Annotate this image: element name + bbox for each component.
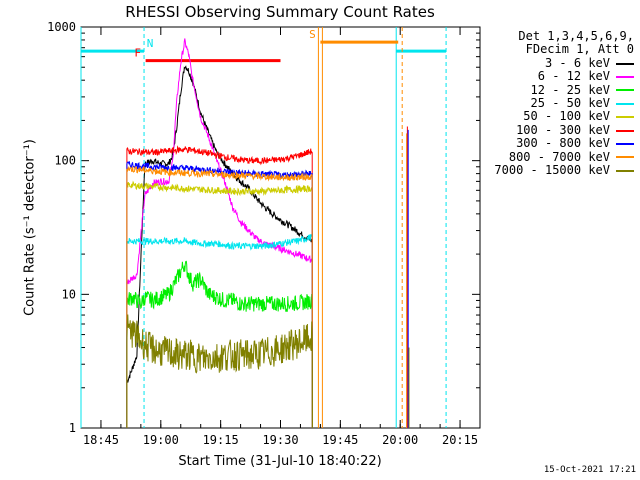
legend-swatch (616, 62, 634, 65)
legend-header-line: FDecim 1, Att 0 (525, 42, 634, 57)
legend-label: 50 - 100 keV (523, 109, 610, 124)
legend-swatch (616, 129, 634, 132)
x-tick-label: 19:15 (203, 433, 239, 447)
legend-item: 100 - 300 keV (494, 122, 634, 137)
legend-label: 300 - 800 keV (516, 136, 610, 151)
legend-swatch (616, 156, 634, 159)
x-axis-label: Start Time (31-Jul-10 18:40:22) (178, 454, 382, 469)
legend-item: 12 - 25 keV (494, 82, 634, 97)
y-tick-label: 10 (62, 287, 76, 301)
legend-label: 12 - 25 keV (530, 82, 610, 97)
plot-frame (80, 26, 481, 429)
x-tick-label: 19:45 (322, 433, 358, 447)
x-tick-label: 20:00 (382, 433, 418, 447)
legend-label: 3 - 6 keV (544, 55, 610, 70)
y-axis-label: Count Rate (s⁻¹ detector⁻¹) (22, 139, 38, 316)
x-tick-label: 19:30 (262, 433, 298, 447)
legend-item: 25 - 50 keV (494, 96, 634, 111)
series-line (126, 165, 313, 429)
timestamp: 15-Oct-2021 17:21 (543, 465, 636, 475)
y-tick-label: 100 (54, 154, 76, 168)
legend-item: 6 - 12 keV (494, 69, 634, 84)
series-line (126, 260, 313, 429)
annotation-label: S (309, 28, 316, 41)
series-line (126, 314, 313, 429)
x-tick-label: 20:15 (442, 433, 478, 447)
legend-label: 800 - 7000 keV (508, 149, 610, 164)
legend-label: 6 - 12 keV (537, 69, 610, 84)
legend-swatch (616, 75, 634, 78)
x-tick-label: 19:00 (143, 433, 179, 447)
series-line (126, 233, 313, 429)
legend-swatch (616, 116, 634, 119)
legend-label: 25 - 50 keV (530, 96, 610, 111)
annotation-label: F (134, 47, 141, 60)
chart-title: RHESSI Observing Summary Count Rates (125, 3, 435, 21)
legend-item: 50 - 100 keV (494, 110, 634, 123)
series-line (126, 145, 313, 429)
legend-item: 3 - 6 keV (494, 55, 634, 70)
legend-label: 100 - 300 keV (516, 122, 610, 137)
legend-swatch (616, 169, 634, 172)
legend-item: 300 - 800 keV (494, 136, 634, 151)
legend-swatch (616, 142, 634, 145)
legend-item: 7000 - 15000 keV (494, 163, 634, 178)
legend-swatch (616, 102, 634, 105)
legend: Det 1,3,4,5,6,9, FDecim 1, Att 0 3 - 6 k… (494, 29, 634, 178)
legend-label: 7000 - 15000 keV (494, 163, 610, 178)
y-tick-label: 1000 (47, 20, 76, 34)
annotation-label: N (147, 37, 154, 50)
x-tick-label: 18:45 (83, 433, 119, 447)
legend-header-line: Det 1,3,4,5,6,9, (518, 29, 634, 43)
series-line (126, 180, 313, 429)
legend-swatch (616, 89, 634, 92)
legend-item: 800 - 7000 keV (494, 149, 634, 164)
y-tick-label: 1 (69, 421, 76, 435)
